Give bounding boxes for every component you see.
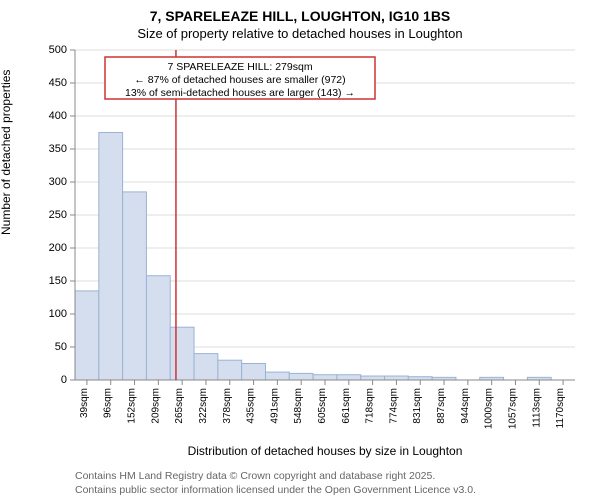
y-tick-label: 400	[49, 110, 67, 122]
histogram-bar	[337, 375, 361, 380]
x-axis-label: Distribution of detached houses by size …	[75, 444, 575, 458]
histogram-bar	[170, 327, 194, 380]
histogram-bar	[99, 133, 123, 381]
y-tick-label: 450	[49, 77, 67, 89]
histogram-bar	[146, 276, 170, 380]
x-tick-label: 1170sqm	[555, 388, 566, 428]
x-tick-label: 887sqm	[436, 388, 447, 424]
x-tick-label: 831sqm	[412, 388, 423, 424]
histogram-bar	[313, 375, 337, 380]
histogram-bar	[361, 376, 385, 380]
y-tick-label: 150	[49, 275, 67, 287]
histogram-bar	[218, 360, 242, 380]
y-tick-label: 350	[49, 143, 67, 155]
x-tick-label: 378sqm	[222, 388, 233, 424]
histogram-bar	[242, 364, 266, 381]
x-tick-label: 209sqm	[150, 388, 161, 424]
x-tick-label: 152sqm	[127, 388, 138, 424]
x-tick-labels: 39sqm 96sqm 152sqm 209sqm 265sqm 322sqm 378sqm…	[79, 380, 566, 429]
x-tick-label: 718sqm	[365, 388, 376, 424]
x-tick-label: 39sqm	[79, 388, 90, 418]
annotation-line: 13% of semi-detached houses are larger (…	[125, 87, 355, 99]
x-tick-label: 1113sqm	[531, 388, 542, 428]
x-tick-label: 605sqm	[317, 388, 328, 424]
y-tick-labels: 0 50 100 150 200 250 300 350 400 450 500	[49, 44, 67, 386]
annotation-line: ← 87% of detached houses are smaller (97…	[134, 74, 345, 86]
y-tick-label: 500	[49, 44, 67, 56]
histogram-bar	[385, 376, 409, 380]
x-tick-label: 491sqm	[269, 388, 280, 424]
histogram-bar	[194, 354, 218, 380]
histogram-bar	[75, 291, 99, 380]
chart-container: 7, SPARELEAZE HILL, LOUGHTON, IG10 1BS S…	[0, 0, 600, 500]
x-tick-label: 661sqm	[341, 388, 352, 424]
y-tick-label: 100	[49, 308, 67, 320]
footer-line-1: Contains HM Land Registry data © Crown c…	[75, 470, 435, 482]
x-tick-label: 265sqm	[174, 388, 185, 424]
histogram-bar	[289, 373, 313, 380]
x-tick-label: 548sqm	[293, 388, 304, 424]
x-tick-label: 96sqm	[103, 388, 114, 418]
y-tick-label: 300	[49, 176, 67, 188]
histogram-bars	[75, 133, 551, 381]
y-tick-label: 0	[61, 374, 67, 386]
x-tick-label: 1057sqm	[507, 388, 518, 429]
histogram-bar	[123, 192, 147, 380]
y-tick-label: 200	[49, 242, 67, 254]
x-tick-label: 435sqm	[246, 388, 257, 424]
annotation-box: 7 SPARELEAZE HILL: 279sqm← 87% of detach…	[105, 57, 375, 99]
x-tick-label: 1000sqm	[484, 388, 495, 429]
histogram-bar	[265, 372, 289, 380]
footer-line-2: Contains public sector information licen…	[75, 484, 476, 496]
chart-svg: 0 50 100 150 200 250 300 350 400 450 500 39sqm 96sq…	[0, 0, 600, 500]
y-tick-label: 50	[55, 341, 67, 353]
annotation-line: 7 SPARELEAZE HILL: 279sqm	[167, 61, 312, 73]
x-tick-label: 774sqm	[388, 388, 399, 424]
x-tick-label: 944sqm	[460, 388, 471, 424]
y-tick-label: 250	[49, 209, 67, 221]
x-tick-label: 322sqm	[198, 388, 209, 424]
